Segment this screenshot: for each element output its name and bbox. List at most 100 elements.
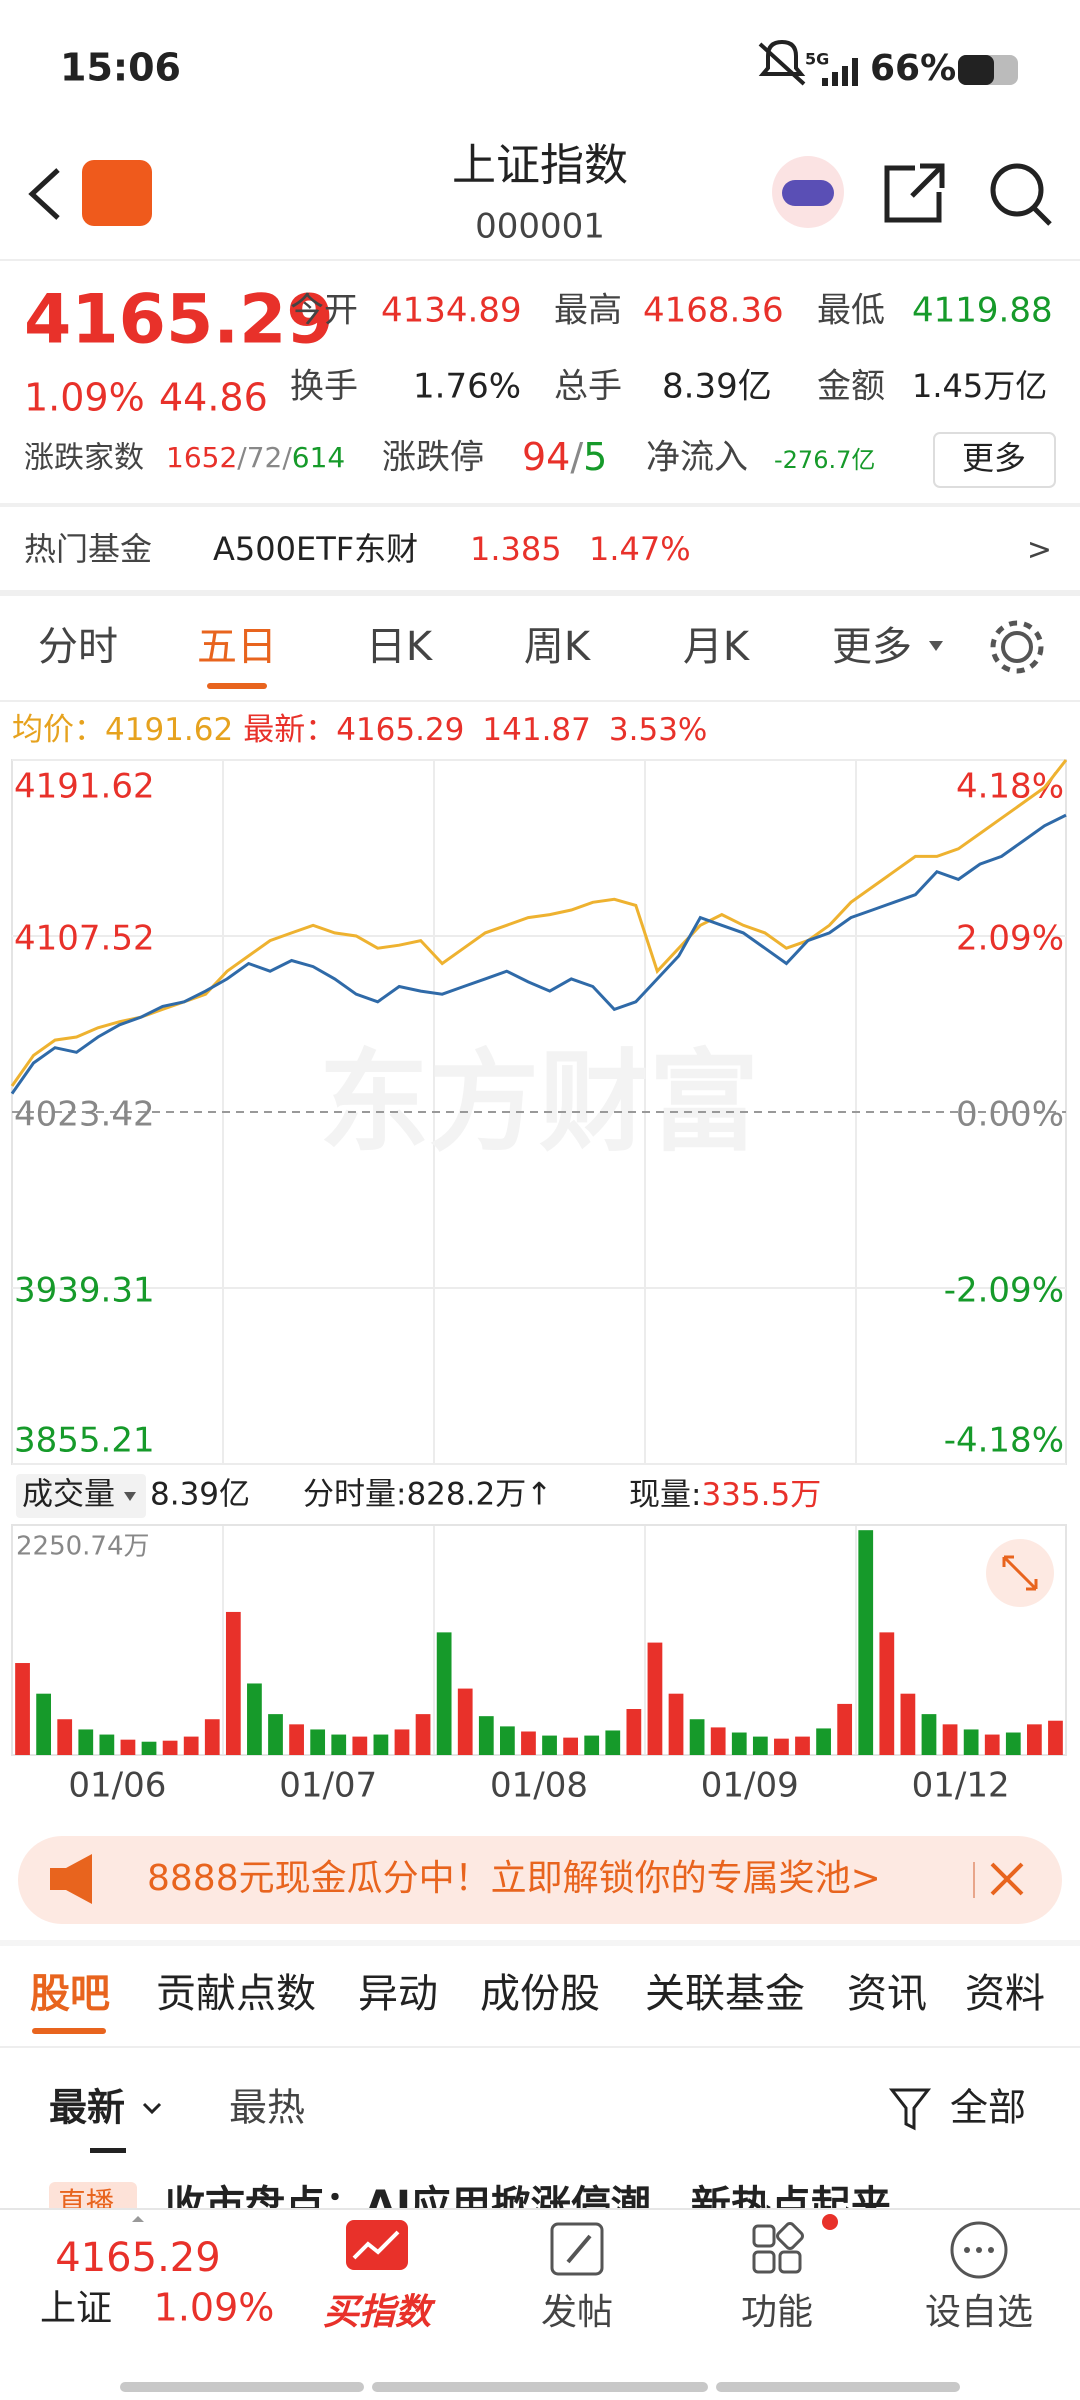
hot-fund-pct: 1.47% [589, 530, 691, 568]
volume-bar [542, 1735, 557, 1755]
volume-bar [36, 1693, 51, 1755]
back-button[interactable] [28, 168, 60, 220]
bottom-nav [0, 2208, 1080, 2400]
more-button-label[interactable]: 更多 [962, 439, 1026, 477]
dropdown-caret [929, 641, 943, 651]
expand-icon [1002, 1555, 1038, 1591]
avatar-visor [782, 180, 834, 206]
nav-pct[interactable]: 1.09% [154, 2286, 275, 2330]
separator: / [570, 435, 583, 479]
volume-bar [331, 1734, 347, 1755]
chart-tab[interactable]: 更多 [832, 624, 912, 670]
x-tick-label: 01/07 [279, 1766, 377, 1806]
info-tab[interactable]: 关联基金 [645, 1971, 805, 2017]
y-tick-label: 3855.21 [14, 1421, 155, 1461]
volume-bar [289, 1724, 304, 1755]
volume-selector-label[interactable]: 成交量 [22, 1477, 115, 1513]
nav-function[interactable]: 功能 [741, 2292, 813, 2333]
turnover-label: 换手 [290, 367, 358, 407]
notification-dot [822, 2214, 838, 2230]
volume-bar [1027, 1724, 1042, 1755]
sort-latest[interactable]: 最新 [49, 2086, 125, 2130]
divider [0, 503, 1080, 507]
y-tick-label: 3939.31 [14, 1271, 155, 1311]
y2-tick-label: -2.09% [944, 1271, 1064, 1311]
turnover-value: 1.76% [413, 367, 521, 407]
post-icon [550, 2222, 604, 2276]
info-tab[interactable]: 异动 [358, 1971, 438, 2017]
volume-bar [921, 1714, 937, 1755]
volume-bar [268, 1714, 283, 1755]
chart-tab[interactable]: 分时 [38, 624, 118, 670]
dropdown-caret [124, 1492, 136, 1501]
info-tab[interactable]: 资料 [965, 1971, 1045, 2017]
volume-bar [647, 1642, 663, 1755]
sort-hot[interactable]: 最热 [229, 2086, 305, 2130]
buy-icon [346, 2220, 408, 2270]
settings-button[interactable] [1001, 631, 1033, 663]
filter-label[interactable]: 全部 [950, 2086, 1026, 2130]
filter-icon[interactable] [888, 2088, 932, 2131]
volume-bar [984, 1734, 1000, 1755]
chart-tab[interactable]: 日K [366, 624, 434, 670]
latest-change-pct: 3.53% [609, 712, 707, 748]
volume-bar [500, 1726, 515, 1755]
volume-bar [415, 1714, 431, 1755]
battery-level [958, 55, 994, 85]
tab-underline [207, 683, 267, 689]
volume-bar [436, 1632, 452, 1755]
banner-divider [973, 1862, 975, 1898]
hot-fund-name[interactable]: A500ETF东财 [213, 530, 418, 568]
chart-tab[interactable]: 五日 [197, 624, 277, 670]
low-label: 最低 [817, 291, 885, 331]
more-button[interactable] [933, 432, 1056, 488]
volume-bar [858, 1530, 874, 1755]
current-volume-value: 335.5万 [701, 1477, 821, 1513]
info-tab[interactable]: 资讯 [847, 1971, 927, 2017]
volume-bar [373, 1734, 389, 1755]
chart-tab[interactable]: 周K [524, 624, 592, 670]
tick-volume: 分时量:828.2万↑ [303, 1477, 552, 1513]
nav-post[interactable]: 发帖 [541, 2292, 613, 2333]
settings-gear [990, 620, 1044, 674]
chart-tab[interactable]: 月K [683, 624, 751, 670]
info-tab[interactable]: 成份股 [480, 1971, 600, 2017]
banner-close[interactable] [990, 1862, 1024, 1896]
volume-selector[interactable] [16, 1474, 146, 1518]
volume-bar [731, 1732, 747, 1755]
search-button[interactable] [990, 163, 1044, 217]
megaphone-icon [50, 1854, 92, 1904]
volume-bar [352, 1736, 368, 1755]
change-percent: 1.09% [24, 376, 145, 420]
current-volume: 现量:335.5万 [629, 1477, 821, 1513]
nav-buy[interactable]: 买指数 [323, 2292, 436, 2333]
bottom-nav-border [0, 2208, 1080, 2210]
y-tick-label: 2250.74万 [16, 1532, 150, 1562]
volume-label: 总手 [554, 367, 622, 407]
avg-label: 均价： [12, 712, 105, 748]
share-button[interactable] [884, 163, 945, 223]
watch-dots [964, 2247, 994, 2253]
y2-tick-label: 2.09% [956, 919, 1064, 959]
network-label: 5G [805, 50, 829, 69]
info-tab[interactable]: 贡献点数 [156, 1971, 316, 2017]
nav-price[interactable]: 4165.29 [55, 2235, 220, 2281]
breadth-values: 1652/72/614 [166, 441, 345, 474]
high-value: 4168.36 [643, 291, 784, 331]
info-tab[interactable]: 股吧 [30, 1971, 110, 2017]
promo-text[interactable]: 8888元现金瓜分中！立即解锁你的专属奖池> [147, 1858, 881, 1899]
current-volume-label: 现量: [629, 1477, 701, 1513]
nav-index-name[interactable]: 上证 [40, 2288, 112, 2329]
search-handle [1032, 206, 1052, 226]
hot-fund-arrow[interactable]: > [1027, 533, 1052, 568]
volume-bar [626, 1709, 642, 1755]
volume-bar [605, 1730, 621, 1755]
promo-banner[interactable] [18, 1836, 1062, 1924]
volume-bar [584, 1735, 600, 1755]
function-icon [752, 2222, 804, 2274]
nav-watch[interactable]: 设自选 [925, 2292, 1033, 2333]
tab-underline [32, 2028, 106, 2034]
volume-bar [57, 1719, 73, 1755]
volume-bar [963, 1729, 979, 1755]
